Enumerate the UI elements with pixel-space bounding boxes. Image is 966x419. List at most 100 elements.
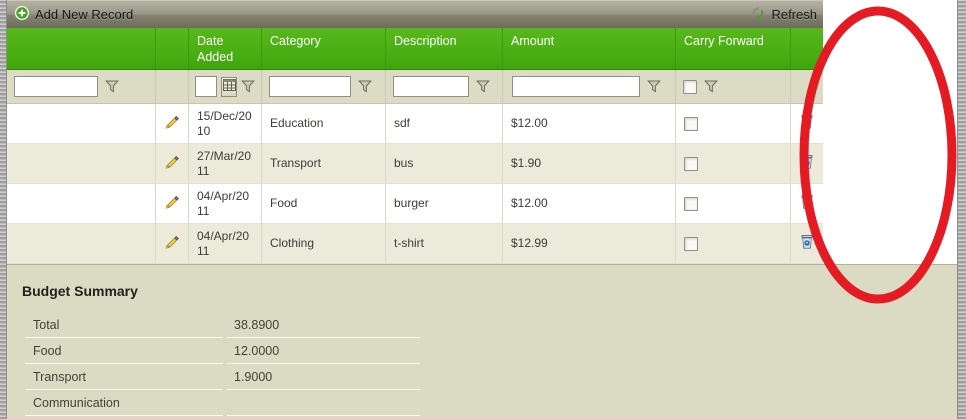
filter-input-first[interactable]: [14, 76, 98, 97]
header-cell-amount[interactable]: Amount: [502, 28, 675, 69]
summary-label: Transport: [25, 364, 223, 390]
carry-forward-checkbox[interactable]: [684, 116, 698, 131]
header-cell-edit: [155, 28, 188, 69]
recycle-bin-icon: [799, 114, 815, 134]
cell-amount: $12.00: [502, 184, 675, 223]
cell-amount: $12.99: [502, 224, 675, 263]
header-cell-date-added[interactable]: Date Added: [188, 28, 261, 69]
budget-summary-background: [7, 264, 957, 419]
edit-button[interactable]: [155, 104, 188, 143]
funnel-icon[interactable]: [704, 80, 718, 93]
cell-description: burger: [385, 184, 502, 223]
grid-toolbar: Add New Record Refresh: [7, 0, 823, 28]
cell-description: bus: [385, 144, 502, 183]
funnel-icon[interactable]: [241, 80, 255, 93]
header-cell-description[interactable]: Description: [385, 28, 502, 69]
window-edge-right[interactable]: [957, 0, 966, 419]
summary-value: 38.8900: [227, 312, 420, 338]
amount-filter-input[interactable]: [512, 76, 640, 97]
cell-carry-forward: [675, 224, 790, 263]
summary-label: Communication: [25, 390, 223, 416]
grid-filter-row: [7, 70, 823, 104]
filter-cell-category: [261, 70, 385, 103]
filter-cell-edit: [155, 70, 188, 103]
funnel-icon[interactable]: [647, 80, 661, 93]
summary-row: Communication: [25, 390, 421, 416]
category-filter-input[interactable]: [269, 76, 351, 97]
circular-arrows-icon: [750, 5, 766, 24]
cell-date: 15/Dec/2010: [188, 104, 261, 143]
recycle-bin-icon: [799, 154, 815, 174]
carry-forward-checkbox[interactable]: [684, 196, 698, 211]
summary-label: Food: [25, 338, 223, 364]
pencil-icon: [164, 194, 180, 214]
summary-row: Food 12.0000: [25, 338, 421, 364]
carry-forward-checkbox[interactable]: [684, 236, 698, 251]
cell-category: Education: [261, 104, 385, 143]
add-new-record-button[interactable]: Add New Record: [14, 5, 133, 24]
delete-button[interactable]: [790, 224, 823, 263]
description-filter-input[interactable]: [393, 76, 469, 97]
cell-amount: $12.00: [502, 104, 675, 143]
summary-row: Total 38.8900: [25, 312, 421, 338]
funnel-icon[interactable]: [476, 80, 490, 93]
table-row: 04/Apr/2011 Clothing t-shirt $12.99: [7, 224, 823, 264]
cell-blank: [7, 224, 155, 263]
pencil-icon: [164, 114, 180, 134]
cell-description: t-shirt: [385, 224, 502, 263]
table-row: 15/Dec/2010 Education sdf $12.00: [7, 104, 823, 144]
budget-summary-table: Total 38.8900 Food 12.0000 Transport 1.9…: [25, 312, 421, 416]
cell-date: 04/Apr/2011: [188, 224, 261, 263]
delete-button[interactable]: [790, 104, 823, 143]
carry-forward-filter-checkbox[interactable]: [683, 79, 697, 94]
cell-carry-forward: [675, 144, 790, 183]
cell-category: Clothing: [261, 224, 385, 263]
calendar-grid-icon: [222, 78, 236, 96]
edit-button[interactable]: [155, 184, 188, 223]
funnel-icon[interactable]: [105, 80, 119, 93]
refresh-label: Refresh: [771, 7, 817, 22]
plus-circle-icon: [14, 5, 30, 24]
delete-button[interactable]: [790, 144, 823, 183]
records-grid: Add New Record Refresh: [7, 0, 823, 264]
filter-cell-first: [7, 70, 155, 103]
cell-blank: [7, 184, 155, 223]
delete-button[interactable]: [790, 184, 823, 223]
table-row: 04/Apr/2011 Food burger $12.00: [7, 184, 823, 224]
edit-button[interactable]: [155, 144, 188, 183]
filter-cell-delete: [790, 70, 823, 103]
grid-header-row: Date Added Category Description Amount C…: [7, 28, 823, 70]
add-new-record-label: Add New Record: [35, 7, 134, 22]
edit-button[interactable]: [155, 224, 188, 263]
budget-summary: Budget Summary Total 38.8900 Food 12.000…: [7, 265, 957, 416]
refresh-button[interactable]: Refresh: [750, 5, 817, 24]
carry-forward-checkbox[interactable]: [684, 156, 698, 171]
summary-value: 1.9000: [227, 364, 420, 390]
cell-description: sdf: [385, 104, 502, 143]
cell-date: 04/Apr/2011: [188, 184, 261, 223]
cell-amount: $1.90: [502, 144, 675, 183]
cell-category: Food: [261, 184, 385, 223]
recycle-bin-icon: [799, 194, 815, 214]
header-cell-carry-forward[interactable]: Carry Forward: [675, 28, 790, 69]
cell-carry-forward: [675, 184, 790, 223]
filter-cell-description: [385, 70, 502, 103]
pencil-icon: [164, 234, 180, 254]
recycle-bin-icon: [799, 234, 815, 254]
cell-blank: [7, 144, 155, 183]
cell-blank: [7, 104, 155, 143]
date-filter-input[interactable]: [195, 76, 217, 97]
header-cell-category[interactable]: Category: [261, 28, 385, 69]
summary-row: Transport 1.9000: [25, 364, 421, 390]
header-cell-blank: [7, 28, 155, 69]
header-cell-delete: [790, 28, 823, 69]
summary-label: Total: [25, 312, 223, 338]
filter-cell-date: [188, 70, 261, 103]
summary-value: 12.0000: [227, 338, 420, 364]
table-row: 27/Mar/2011 Transport bus $1.90: [7, 144, 823, 184]
funnel-icon[interactable]: [358, 80, 372, 93]
filter-cell-carry-forward: [675, 70, 790, 103]
cell-carry-forward: [675, 104, 790, 143]
calendar-button[interactable]: [221, 76, 237, 97]
